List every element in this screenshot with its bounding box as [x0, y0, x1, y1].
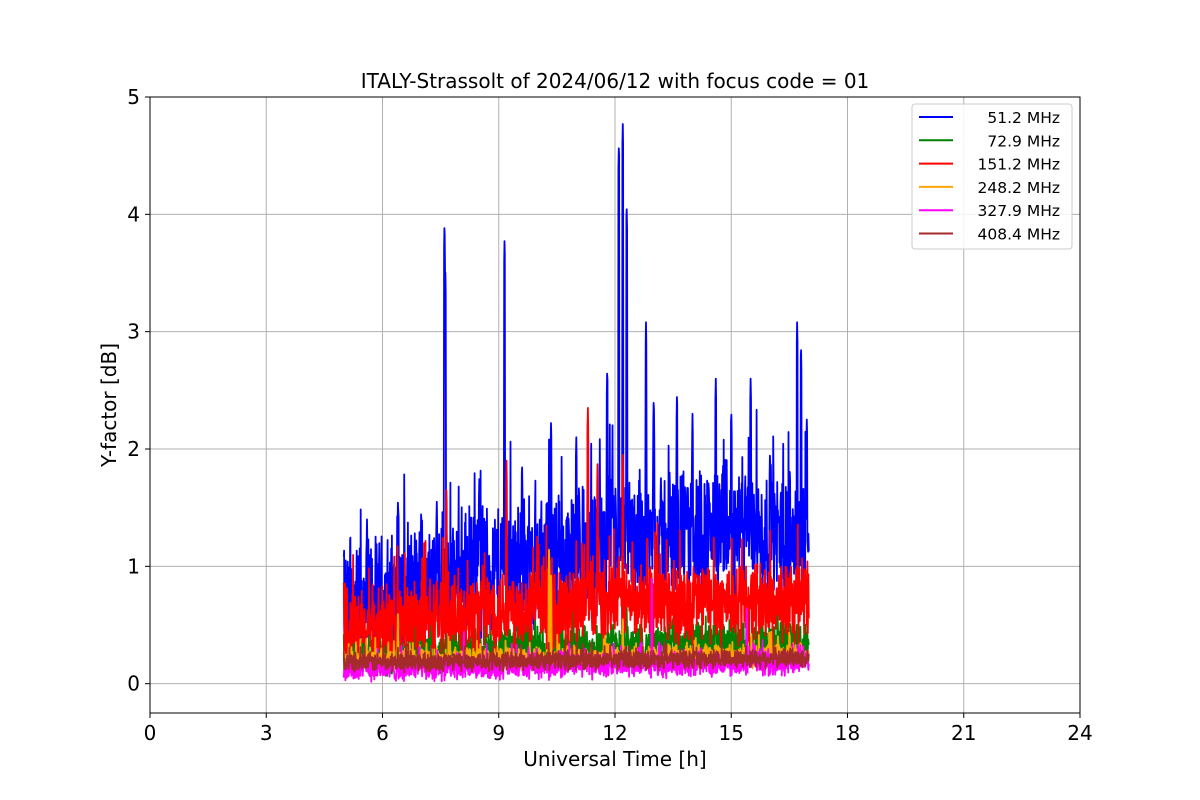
y-tick-label: 4: [127, 202, 140, 226]
legend-label: 408.4 MHz: [978, 226, 1060, 244]
x-tick-label: 15: [719, 721, 744, 745]
x-tick-label: 0: [144, 721, 157, 745]
legend: 51.2 MHz 72.9 MHz 151.2 MHz 248.2 MHz 327.9 …: [911, 103, 1073, 250]
legend-label: 51.2 MHz: [987, 109, 1060, 127]
x-tick-label: 9: [492, 721, 505, 745]
y-axis-label: Y-factor [dB]: [97, 343, 121, 468]
legend-label: 248.2 MHz: [978, 179, 1060, 197]
x-tick-label: 18: [835, 721, 860, 745]
y-tick-label: 0: [127, 672, 140, 696]
x-axis-ticks: 0 3 6 9 12 15 18 21 24: [144, 713, 1093, 745]
legend-label: 327.9 MHz: [978, 202, 1060, 220]
x-axis-label: Universal Time [h]: [523, 747, 706, 771]
x-tick-label: 3: [260, 721, 273, 745]
series-line: [342, 639, 810, 674]
chart-title: ITALY-Strassolt of 2024/06/12 with focus…: [361, 69, 870, 93]
legend-label: 151.2 MHz: [978, 156, 1060, 174]
series-line: [342, 407, 810, 678]
x-tick-label: 6: [376, 721, 389, 745]
y-tick-label: 2: [127, 437, 140, 461]
x-tick-label: 24: [1067, 721, 1092, 745]
series-group: [342, 123, 810, 683]
x-tick-label: 12: [602, 721, 627, 745]
series-line: [342, 123, 810, 671]
y-tick-label: 5: [127, 85, 140, 109]
y-axis-ticks: 0 1 2 3 4 5: [127, 85, 150, 696]
y-tick-label: 3: [127, 320, 140, 344]
x-tick-label: 21: [951, 721, 976, 745]
legend-label: 72.9 MHz: [987, 132, 1060, 150]
y-tick-label: 1: [127, 554, 140, 578]
